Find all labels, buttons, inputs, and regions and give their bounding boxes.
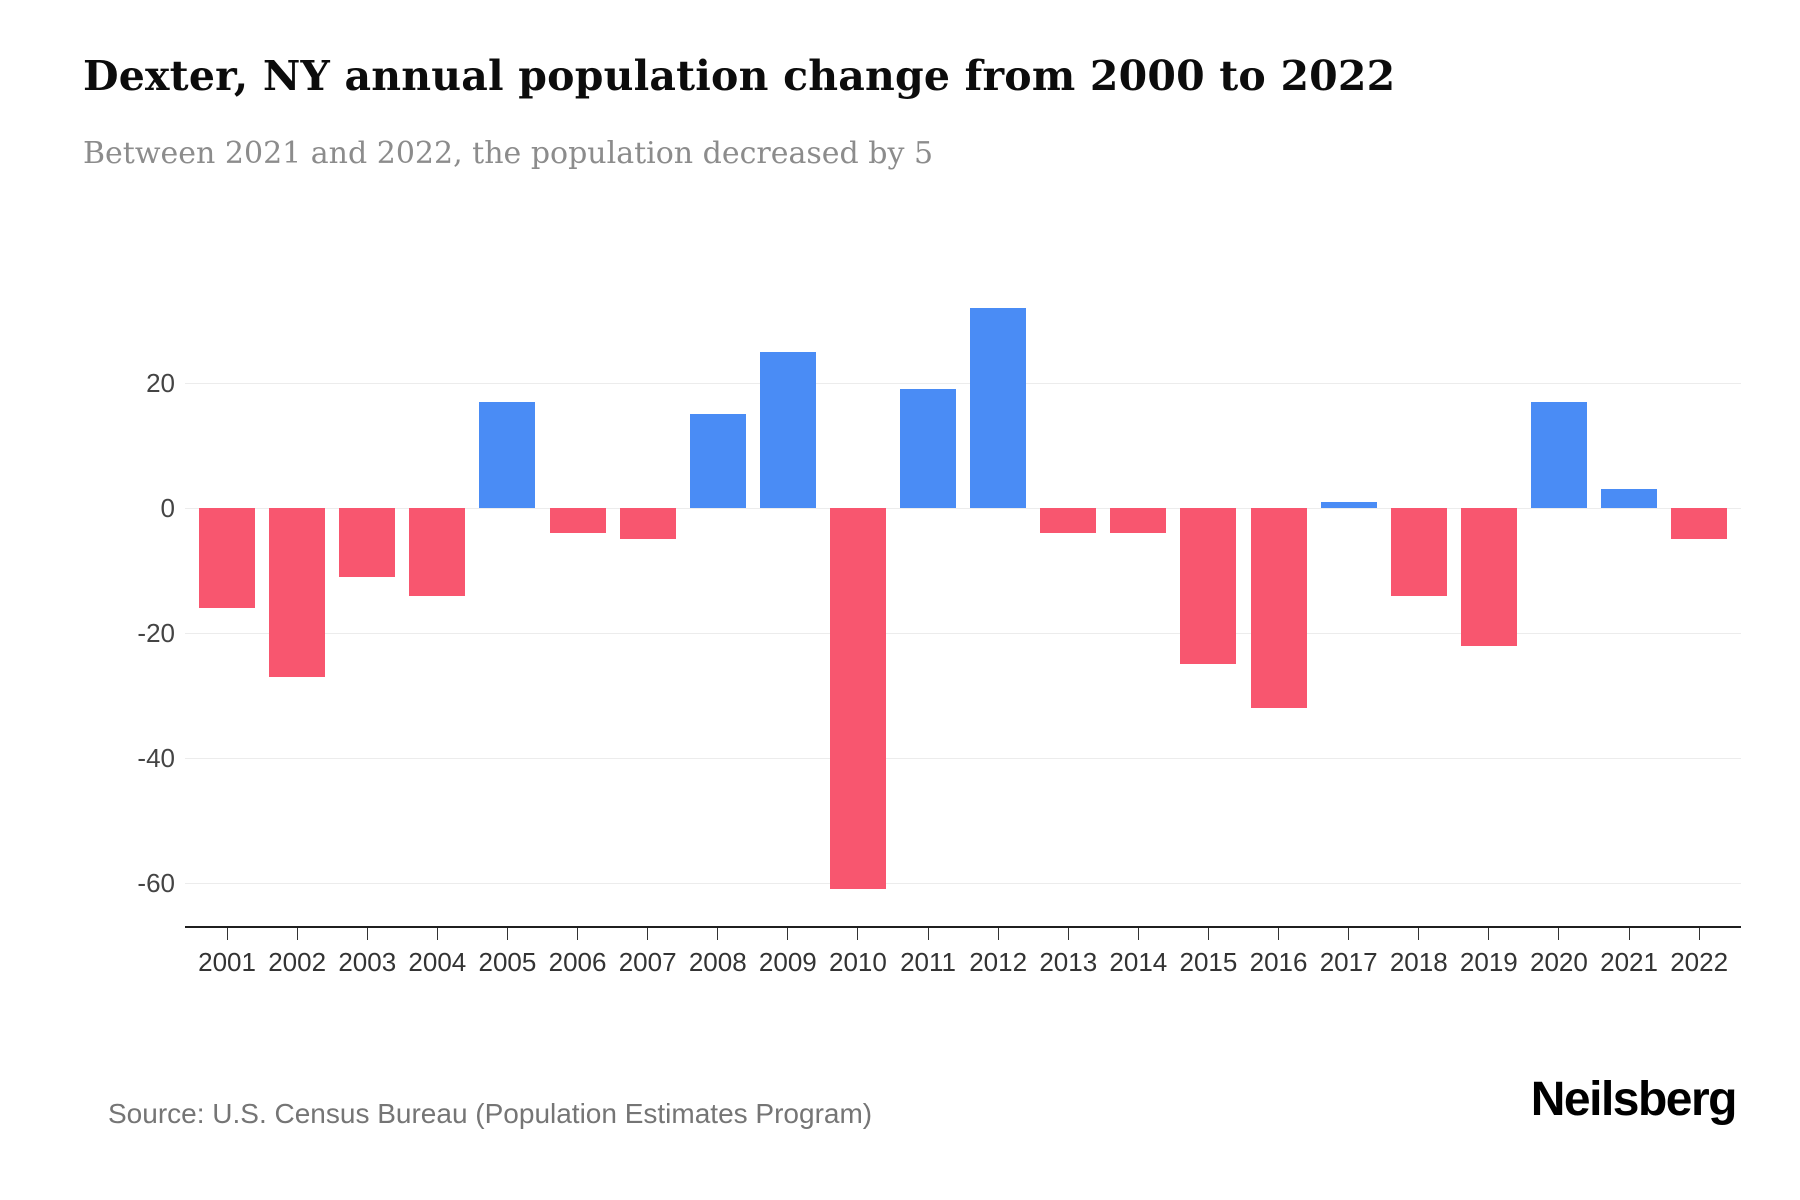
brand-logo: Neilsberg (1530, 1073, 1738, 1126)
chart-title: Dexter, NY annual population change from… (83, 52, 1396, 100)
x-axis-tick-label: 2014 (1109, 947, 1168, 977)
x-axis-tick-label: 2003 (338, 947, 397, 977)
x-axis-tick-label: 2010 (829, 947, 887, 977)
x-axis-tick (1628, 928, 1630, 940)
bar-2008 (689, 414, 746, 508)
x-axis-tick (577, 928, 579, 940)
bar-2022 (1671, 508, 1728, 540)
x-axis-tick (1137, 928, 1139, 940)
bar-2020 (1530, 401, 1587, 508)
x-axis-tick-label: 2021 (1600, 947, 1658, 977)
grid-line (185, 757, 1741, 759)
x-axis-tick (1488, 928, 1490, 940)
x-axis-tick-label: 2011 (900, 947, 956, 977)
bar-2001 (199, 508, 256, 608)
x-axis-tick-label: 2017 (1319, 947, 1378, 977)
y-axis-tick-label: 20 (146, 368, 175, 398)
bar-2012 (970, 308, 1027, 508)
x-axis-tick (927, 928, 929, 940)
x-axis-tick (436, 928, 438, 940)
x-axis-tick (857, 928, 859, 940)
bar-2017 (1320, 501, 1377, 508)
grid-line (185, 632, 1741, 634)
x-axis-tick (787, 928, 789, 940)
source-note: Source: U.S. Census Bureau (Population E… (108, 1098, 873, 1129)
bar-2004 (409, 508, 466, 596)
x-axis-tick-label: 2013 (1039, 947, 1098, 977)
y-axis-tick-label: -20 (137, 618, 175, 648)
x-axis-tick-label: 2020 (1530, 947, 1588, 977)
bar-2021 (1601, 489, 1658, 508)
x-axis-tick-label: 2008 (688, 947, 747, 977)
x-axis-tick-label: 2019 (1459, 947, 1518, 977)
y-axis-tick-label: 0 (160, 493, 175, 523)
x-axis-tick-label: 2012 (969, 947, 1028, 977)
bar-2019 (1460, 508, 1517, 646)
bar-2010 (829, 508, 886, 890)
bar-2009 (759, 351, 816, 508)
x-axis-tick-label: 2002 (268, 947, 327, 977)
bar-2015 (1180, 508, 1237, 665)
x-axis-tick-label: 2001 (198, 947, 256, 977)
x-axis-tick-label: 2009 (758, 947, 817, 977)
x-axis-tick (296, 928, 298, 940)
x-axis-tick (1558, 928, 1560, 940)
x-axis-tick (647, 928, 649, 940)
x-axis-tick-label: 2006 (548, 947, 607, 977)
x-axis-tick (1698, 928, 1700, 940)
bar-2016 (1250, 508, 1307, 708)
x-axis-tick (1067, 928, 1069, 940)
x-axis-tick-label: 2022 (1670, 947, 1729, 977)
x-axis-tick (997, 928, 999, 940)
x-axis-tick (1418, 928, 1420, 940)
bar-2006 (549, 508, 606, 533)
bar-2007 (619, 508, 676, 540)
x-axis-tick-label: 2004 (408, 947, 467, 977)
x-axis-tick (1278, 928, 1280, 940)
x-axis-line (185, 926, 1741, 928)
x-axis-tick (1207, 928, 1209, 940)
x-axis-tick-label: 2015 (1179, 947, 1238, 977)
bar-2002 (269, 508, 326, 677)
x-axis-tick (366, 928, 368, 940)
x-axis-tick-label: 2007 (618, 947, 677, 977)
bar-2003 (339, 508, 396, 577)
bar-2011 (900, 389, 957, 508)
bar-2018 (1390, 508, 1447, 596)
grid-line (185, 507, 1741, 509)
grid-line (185, 882, 1741, 884)
x-axis-tick (717, 928, 719, 940)
y-axis-tick-label: -60 (137, 868, 175, 898)
chart-subtitle: Between 2021 and 2022, the population de… (83, 136, 934, 171)
bar-2014 (1110, 508, 1167, 533)
x-axis-tick (226, 928, 228, 940)
x-axis-tick-label: 2016 (1249, 947, 1308, 977)
bar-2013 (1040, 508, 1097, 533)
x-axis-tick-label: 2005 (478, 947, 537, 977)
y-axis-tick-label: -40 (137, 743, 175, 773)
x-axis-tick (506, 928, 508, 940)
bar-2005 (479, 401, 536, 508)
x-axis-tick (1348, 928, 1350, 940)
grid-line (185, 382, 1741, 384)
x-axis-tick-label: 2018 (1389, 947, 1448, 977)
